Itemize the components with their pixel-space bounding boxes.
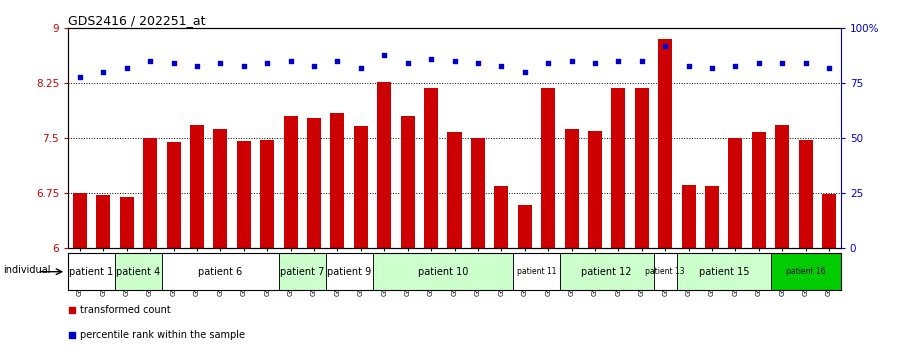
Point	[494, 63, 509, 68]
Bar	[284, 116, 297, 248]
Point	[166, 61, 181, 66]
Bar	[115, 253, 162, 290]
Point	[400, 61, 415, 66]
Text: patient 15: patient 15	[698, 267, 749, 277]
Bar	[68, 253, 115, 290]
Point	[65, 307, 79, 313]
Point	[143, 58, 157, 64]
Bar	[401, 116, 415, 248]
Bar	[654, 253, 677, 290]
Point	[284, 58, 298, 64]
Point	[330, 58, 345, 64]
Bar	[752, 132, 766, 248]
Text: patient 10: patient 10	[417, 267, 468, 277]
Bar	[728, 138, 743, 248]
Bar	[307, 118, 321, 248]
Bar	[771, 253, 841, 290]
Bar	[166, 142, 181, 248]
Point	[213, 61, 227, 66]
Bar	[279, 253, 325, 290]
Point	[73, 74, 87, 79]
Bar	[73, 193, 87, 248]
Point	[377, 52, 392, 57]
Bar	[190, 125, 204, 248]
Text: patient 4: patient 4	[116, 267, 161, 277]
Point	[798, 61, 813, 66]
Bar	[705, 186, 719, 248]
Text: patient 1: patient 1	[69, 267, 114, 277]
Bar	[658, 39, 673, 248]
Text: GDS2416 / 202251_at: GDS2416 / 202251_at	[68, 14, 205, 27]
Text: patient 6: patient 6	[198, 267, 243, 277]
Point	[634, 58, 649, 64]
Point	[119, 65, 134, 71]
Bar	[120, 197, 134, 248]
Point	[447, 58, 462, 64]
Bar	[214, 129, 227, 248]
Point	[471, 61, 485, 66]
Bar	[518, 205, 532, 248]
Bar	[425, 88, 438, 248]
Point	[564, 58, 579, 64]
Text: patient 16: patient 16	[786, 267, 825, 276]
Point	[775, 61, 790, 66]
Text: individual: individual	[4, 265, 51, 275]
Text: patient 12: patient 12	[582, 267, 632, 277]
Point	[424, 56, 438, 62]
Point	[588, 61, 603, 66]
Bar	[96, 195, 110, 248]
Bar	[564, 129, 579, 248]
Bar	[677, 253, 771, 290]
Point	[190, 63, 205, 68]
Bar	[325, 253, 373, 290]
Bar	[541, 87, 555, 248]
Point	[354, 65, 368, 71]
Point	[682, 63, 696, 68]
Text: patient 7: patient 7	[280, 267, 325, 277]
Bar	[377, 82, 391, 248]
Point	[728, 63, 743, 68]
Bar	[494, 185, 508, 248]
Point	[260, 61, 275, 66]
Bar	[354, 126, 368, 248]
Point	[658, 43, 673, 49]
Bar	[682, 185, 695, 248]
Bar	[236, 141, 251, 248]
Text: patient 11: patient 11	[516, 267, 556, 276]
Bar	[560, 253, 654, 290]
Point	[236, 63, 251, 68]
Bar	[143, 138, 157, 248]
Point	[752, 61, 766, 66]
Bar	[612, 88, 625, 248]
Text: patient 9: patient 9	[327, 267, 371, 277]
Bar	[373, 253, 513, 290]
Bar	[447, 132, 462, 248]
Point	[822, 65, 836, 71]
Bar	[634, 88, 649, 248]
Point	[306, 63, 321, 68]
Text: percentile rank within the sample: percentile rank within the sample	[80, 330, 245, 339]
Text: patient 13: patient 13	[645, 267, 685, 276]
Bar	[588, 131, 602, 248]
Bar	[471, 138, 484, 248]
Point	[611, 58, 625, 64]
Bar	[330, 113, 345, 248]
Bar	[513, 253, 560, 290]
Point	[704, 65, 719, 71]
Bar	[822, 194, 836, 248]
Bar	[775, 125, 789, 248]
Point	[96, 69, 111, 75]
Bar	[799, 139, 813, 248]
Text: transformed count: transformed count	[80, 305, 170, 315]
Point	[65, 332, 79, 337]
Bar	[260, 139, 275, 248]
Point	[517, 69, 532, 75]
Point	[541, 61, 555, 66]
Bar	[162, 253, 279, 290]
